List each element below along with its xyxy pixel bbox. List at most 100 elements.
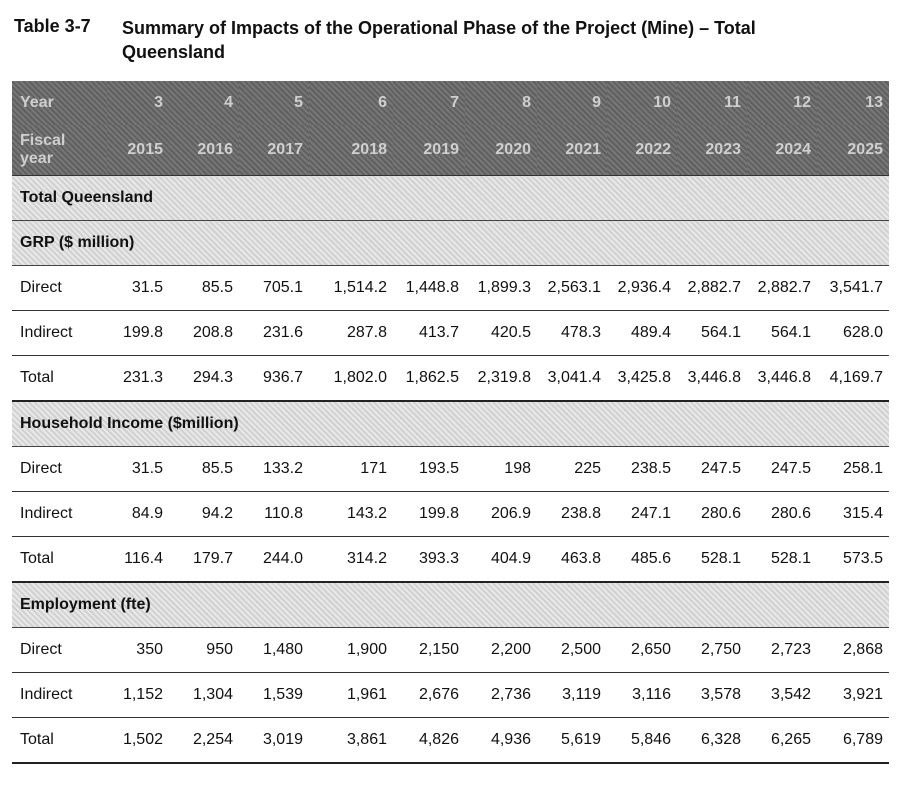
value-cell: 2,936.4 <box>607 265 677 311</box>
value-cell: 1,502 <box>107 717 169 764</box>
value-cell: 133.2 <box>239 446 309 492</box>
value-cell: 1,539 <box>239 672 309 718</box>
value-cell: 528.1 <box>747 536 817 583</box>
value-cell: 5,846 <box>607 717 677 764</box>
fiscal-year-header-cell: 2017 <box>239 125 309 176</box>
header-row-year: Year 3 4 5 6 7 8 9 10 11 12 13 <box>12 81 889 125</box>
header-row-fiscal-year: Fiscal year 2015 2016 2017 2018 2019 2020 2021 2… <box>12 125 889 176</box>
value-cell: 247.5 <box>747 446 817 492</box>
value-cell: 1,514.2 <box>309 265 393 311</box>
value-cell: 247.1 <box>607 491 677 537</box>
value-cell: 258.1 <box>817 446 889 492</box>
value-cell: 4,826 <box>393 717 465 764</box>
section-title: Household Income ($million) <box>12 401 889 447</box>
value-cell: 3,119 <box>537 672 607 718</box>
value-cell: 244.0 <box>239 536 309 583</box>
year-header-cell: 10 <box>607 81 677 125</box>
value-cell: 1,899.3 <box>465 265 537 311</box>
value-cell: 478.3 <box>537 310 607 356</box>
value-cell: 950 <box>169 627 239 673</box>
table-row: Direct 31.5 85.5 705.1 1,514.2 1,448.8 1,899.3… <box>12 265 889 311</box>
value-cell: 6,328 <box>677 717 747 764</box>
value-cell: 705.1 <box>239 265 309 311</box>
value-cell: 2,500 <box>537 627 607 673</box>
value-cell: 628.0 <box>817 310 889 356</box>
section-header-row: Employment (fte) <box>12 582 889 628</box>
value-cell: 2,563.1 <box>537 265 607 311</box>
row-label: Indirect <box>12 672 107 718</box>
value-cell: 199.8 <box>393 491 465 537</box>
value-cell: 2,254 <box>169 717 239 764</box>
value-cell: 3,019 <box>239 717 309 764</box>
value-cell: 485.6 <box>607 536 677 583</box>
year-header-cell: 8 <box>465 81 537 125</box>
table-row: Total 1,502 2,254 3,019 3,861 4,826 4,936 5,619… <box>12 717 889 764</box>
value-cell: 206.9 <box>465 491 537 537</box>
value-cell: 85.5 <box>169 265 239 311</box>
fiscal-year-header-cell: 2021 <box>537 125 607 176</box>
year-header-cell: 12 <box>747 81 817 125</box>
table-row: Indirect 199.8 208.8 231.6 287.8 413.7 420.5 47… <box>12 310 889 356</box>
value-cell: 1,862.5 <box>393 355 465 402</box>
value-cell: 314.2 <box>309 536 393 583</box>
value-cell: 231.3 <box>107 355 169 402</box>
value-cell: 225 <box>537 446 607 492</box>
region-row: Total Queensland <box>12 175 889 221</box>
value-cell: 3,541.7 <box>817 265 889 311</box>
value-cell: 528.1 <box>677 536 747 583</box>
table-title: Summary of Impacts of the Operational Ph… <box>122 18 756 62</box>
value-cell: 4,169.7 <box>817 355 889 402</box>
table-row: Total 231.3 294.3 936.7 1,802.0 1,862.5 2,319.… <box>12 355 889 402</box>
year-header-cell: 4 <box>169 81 239 125</box>
value-cell: 463.8 <box>537 536 607 583</box>
value-cell: 94.2 <box>169 491 239 537</box>
value-cell: 193.5 <box>393 446 465 492</box>
value-cell: 404.9 <box>465 536 537 583</box>
value-cell: 1,802.0 <box>309 355 393 402</box>
impacts-table: Year 3 4 5 6 7 8 9 10 11 12 13 Fiscal year 2015 2016 20… <box>12 81 889 764</box>
value-cell: 1,961 <box>309 672 393 718</box>
year-header-cell: 11 <box>677 81 747 125</box>
value-cell: 2,676 <box>393 672 465 718</box>
value-cell: 116.4 <box>107 536 169 583</box>
year-header-cell: 13 <box>817 81 889 125</box>
fiscal-year-header-cell: 2020 <box>465 125 537 176</box>
value-cell: 2,882.7 <box>747 265 817 311</box>
value-cell: 489.4 <box>607 310 677 356</box>
value-cell: 315.4 <box>817 491 889 537</box>
row-label: Direct <box>12 446 107 492</box>
value-cell: 5,619 <box>537 717 607 764</box>
value-cell: 2,150 <box>393 627 465 673</box>
table-row: Direct 31.5 85.5 133.2 171 193.5 198 225 238.5 24… <box>12 446 889 492</box>
value-cell: 247.5 <box>677 446 747 492</box>
year-header-cell: 9 <box>537 81 607 125</box>
table-row: Indirect 1,152 1,304 1,539 1,961 2,676 2,736 3,… <box>12 672 889 718</box>
value-cell: 573.5 <box>817 536 889 583</box>
fiscal-year-header-cell: 2024 <box>747 125 817 176</box>
fiscal-year-header-label: Fiscal year <box>12 125 107 176</box>
value-cell: 3,861 <box>309 717 393 764</box>
fiscal-year-header-cell: 2015 <box>107 125 169 176</box>
value-cell: 2,723 <box>747 627 817 673</box>
value-cell: 936.7 <box>239 355 309 402</box>
section-header-row: GRP ($ million) <box>12 220 889 266</box>
value-cell: 199.8 <box>107 310 169 356</box>
value-cell: 1,448.8 <box>393 265 465 311</box>
value-cell: 238.5 <box>607 446 677 492</box>
value-cell: 143.2 <box>309 491 393 537</box>
value-cell: 2,200 <box>465 627 537 673</box>
value-cell: 198 <box>465 446 537 492</box>
value-cell: 1,900 <box>309 627 393 673</box>
value-cell: 31.5 <box>107 265 169 311</box>
table-number: Table 3-7 <box>14 16 91 36</box>
value-cell: 2,650 <box>607 627 677 673</box>
table-row: Total 116.4 179.7 244.0 314.2 393.3 404.9 463.8… <box>12 536 889 583</box>
value-cell: 2,319.8 <box>465 355 537 402</box>
value-cell: 420.5 <box>465 310 537 356</box>
value-cell: 84.9 <box>107 491 169 537</box>
fiscal-year-header-cell: 2016 <box>169 125 239 176</box>
value-cell: 6,789 <box>817 717 889 764</box>
year-header-cell: 6 <box>309 81 393 125</box>
table-caption: Table 3-7 Summary of Impacts of the Oper… <box>14 16 894 72</box>
row-label: Total <box>12 536 107 583</box>
